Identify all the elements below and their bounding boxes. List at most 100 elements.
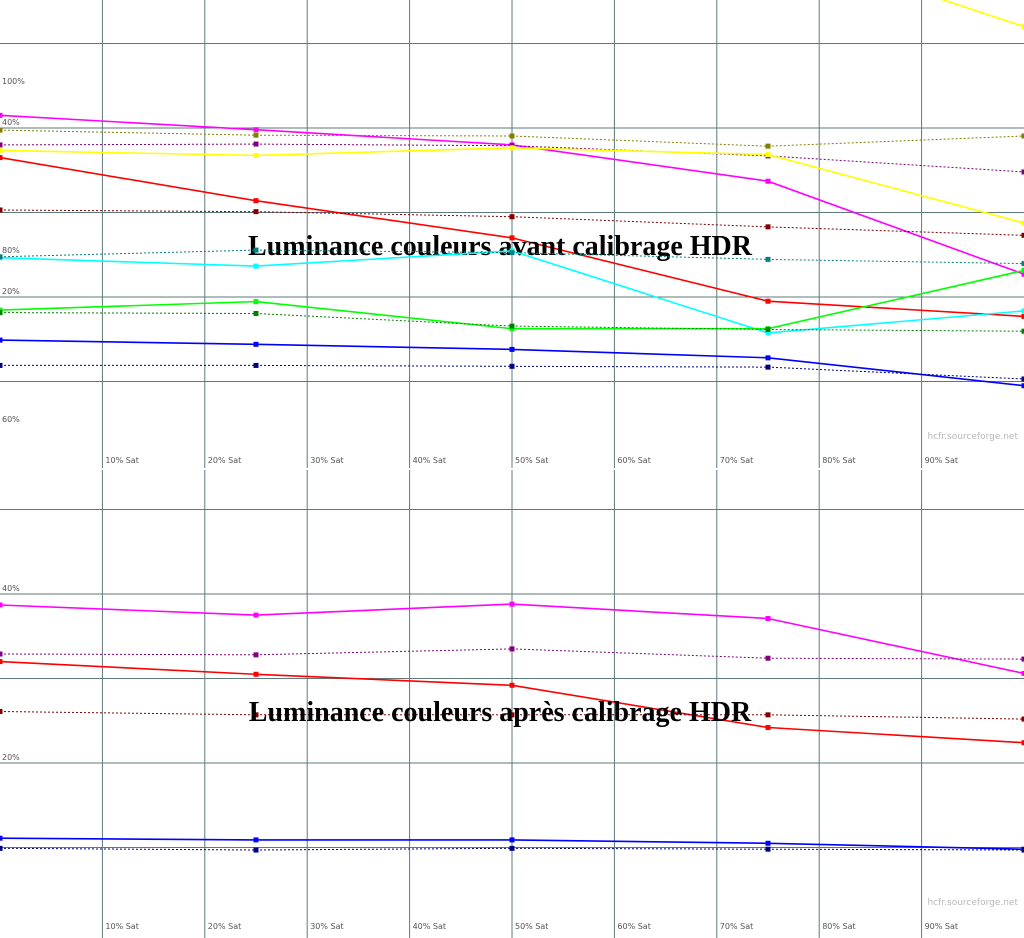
data-point [1021,271,1024,277]
data-point [253,198,259,204]
data-point [1021,716,1024,722]
data-point [253,612,259,618]
data-point [1021,220,1024,226]
data-point [765,364,771,370]
data-point [765,616,771,622]
watermark-text: hcfr.sourceforge.net [927,432,1018,442]
data-point [1021,656,1024,662]
data-point [1021,740,1024,746]
x-tick-label: 30% Sat [310,922,343,931]
x-tick-label: 10% Sat [105,456,138,465]
data-point [0,207,3,213]
data-point [1021,847,1024,853]
data-point [509,250,515,256]
data-point [765,152,771,158]
data-point [253,712,259,718]
data-point [509,214,515,220]
data-point [765,725,771,731]
data-point [765,327,771,333]
data-point [509,323,515,329]
y-tick-label: 100% [2,77,25,86]
data-point [1021,232,1024,238]
data-point [1021,383,1024,389]
x-tick-label: 20% Sat [208,456,241,465]
data-point [1021,169,1024,175]
data-point [253,247,259,253]
data-point [253,209,259,215]
data-point [509,145,515,151]
x-tick-label: 40% Sat [413,922,446,931]
data-point [253,132,259,138]
data-point [253,152,259,158]
data-point [765,224,771,230]
data-point [509,682,515,688]
data-point [509,235,515,241]
y-tick-label: 80% [2,246,20,255]
data-point [253,310,259,316]
data-point [0,659,3,665]
data-point [253,837,259,843]
x-tick-label: 10% Sat [105,922,138,931]
data-point [765,178,771,184]
data-point [765,330,771,336]
data-point [1021,328,1024,334]
x-tick-label: 80% Sat [822,922,855,931]
data-point [0,310,3,316]
data-point [0,708,3,714]
data-point [509,646,515,652]
data-point [253,299,259,305]
data-point [765,846,771,852]
data-point [765,355,771,361]
chart-after-calibration: 100% 80% 60% 40% 20% 10% Sat 20% Sat 30% Sat 40%… [0,77,1024,938]
x-tick-label: 90% Sat [925,456,958,465]
data-point [509,845,515,851]
data-point [253,652,259,658]
data-point [0,307,3,313]
y-tick-label: 20% [2,753,20,762]
data-point [509,363,515,369]
data-point [1021,267,1024,273]
data-point [0,155,3,161]
data-point [1021,376,1024,382]
x-tick-label: 50% Sat [515,456,548,465]
data-point [765,712,771,718]
data-point [0,147,3,153]
data-point [1021,133,1024,139]
data-point [0,651,3,657]
data-point [0,142,3,148]
data-point [0,254,3,260]
y-tick-label: 20% [2,287,20,296]
data-point [509,601,515,607]
y-tick-label: 40% [2,118,20,127]
data-point [1021,308,1024,314]
data-point [509,712,515,718]
data-point [1021,24,1024,30]
y-tick-label: 60% [2,415,20,424]
data-point [765,298,771,304]
data-point [509,837,515,843]
watermark-text: hcfr.sourceforge.net [927,898,1018,908]
x-tick-label: 40% Sat [413,456,446,465]
y-tick-label: 40% [2,584,20,593]
data-point [509,133,515,139]
data-point [253,341,259,347]
x-tick-label: 50% Sat [515,922,548,931]
data-point [0,337,3,343]
data-point [253,671,259,677]
data-point [509,346,515,352]
data-point [0,835,3,841]
data-point [253,141,259,147]
x-tick-label: 80% Sat [822,456,855,465]
data-point [0,845,3,851]
data-point [1021,313,1024,319]
x-tick-label: 60% Sat [617,922,650,931]
x-tick-label: 30% Sat [310,456,343,465]
data-point [253,847,259,853]
data-point [0,127,3,133]
data-point [253,127,259,133]
data-point [509,326,515,332]
data-point [765,655,771,661]
data-point [253,362,259,368]
x-tick-label: 90% Sat [925,922,958,931]
